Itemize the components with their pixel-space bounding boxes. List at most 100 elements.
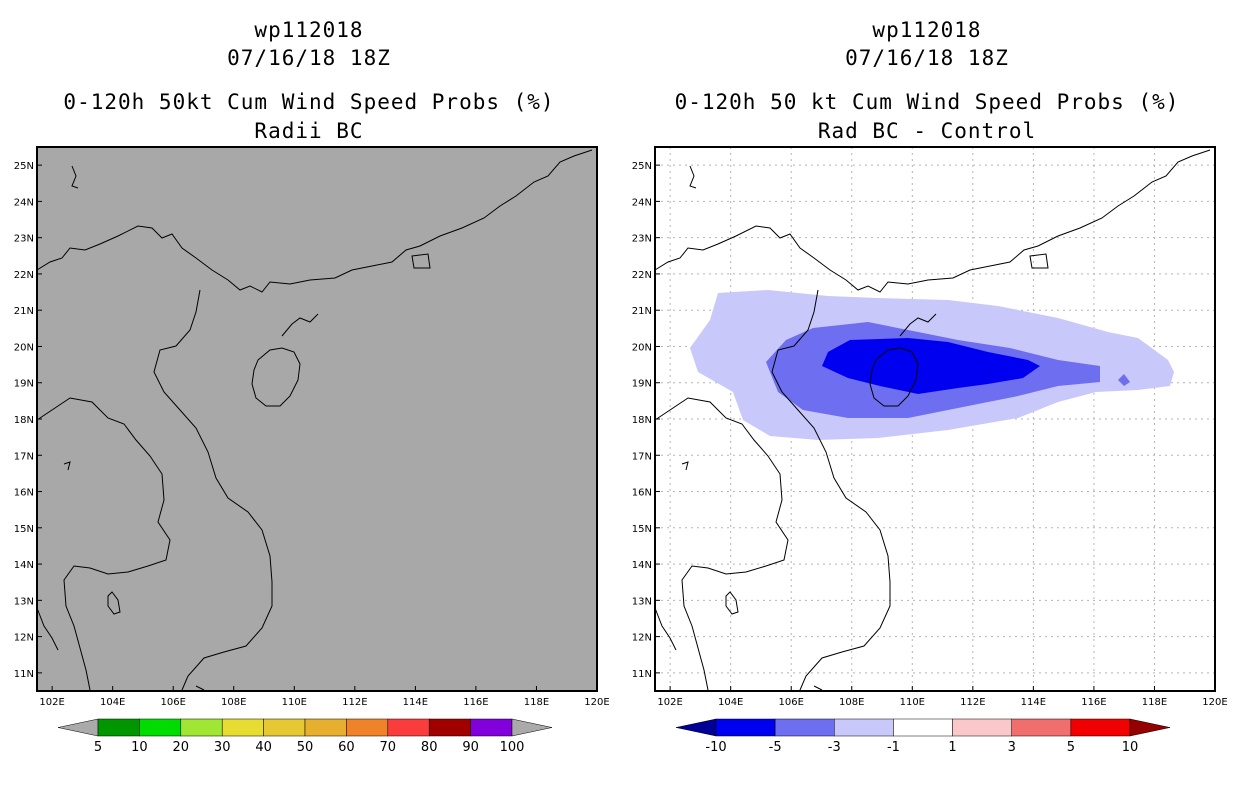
- coastline-segment: [654, 397, 789, 691]
- colorbar-end-left: [675, 718, 717, 737]
- x-tick-label: 106E: [779, 697, 804, 708]
- x-tick-label: 116E: [1081, 697, 1106, 708]
- colorbar-swatch: [1070, 718, 1131, 737]
- colorbar-label: 3: [1008, 740, 1016, 755]
- coastline-segment: [71, 165, 79, 189]
- x-tick-label: 110E: [900, 697, 925, 708]
- coastline-segment: [725, 591, 739, 615]
- coastline-segment: [899, 313, 937, 337]
- colorbar-swatch: [952, 718, 1012, 737]
- coastline-segment: [195, 685, 205, 691]
- y-tick-label: 22N: [632, 270, 652, 281]
- colorbar-label: 90: [462, 740, 479, 755]
- x-tick-label: 112E: [960, 697, 985, 708]
- colorbar-label: 60: [338, 740, 355, 755]
- colorbar-label: -3: [828, 740, 841, 755]
- coastline-segment: [251, 347, 301, 407]
- y-tick-label: 21N: [632, 306, 652, 317]
- y-tick-label: 24N: [632, 197, 652, 208]
- left-colorbar: 5 10 20 30 40 50 60 70 80 90 100: [57, 718, 553, 755]
- colorbar-label: 10: [131, 740, 148, 755]
- y-tick-label: 14N: [14, 560, 34, 571]
- colorbar-swatch: [715, 718, 776, 737]
- coastline-segment: [153, 289, 273, 691]
- y-tick-label: 17N: [14, 451, 34, 462]
- y-tick-label: 12N: [632, 633, 652, 644]
- y-tick-label: 19N: [14, 379, 34, 390]
- x-tick-label: 106E: [161, 697, 186, 708]
- right-colorbar: -10 -5 -3 -1 1 3 5 10: [675, 718, 1171, 755]
- x-tick-label: 114E: [403, 697, 428, 708]
- colorbar-label: 100: [500, 740, 525, 755]
- colorbar-label: -1: [887, 740, 900, 755]
- coastline-segment: [36, 607, 59, 651]
- y-tick-label: 25N: [14, 161, 34, 172]
- x-tick-label: 114E: [1021, 697, 1046, 708]
- left-title-product: 0-120h 50kt Cum Wind Speed Probs (%): [63, 90, 555, 114]
- colorbar-label: 80: [421, 740, 438, 755]
- y-tick-label: 15N: [632, 524, 652, 535]
- left-panel: wp112018 07/16/18 18Z 0-120h 50kt Cum Wi…: [14, 18, 610, 755]
- coastline-segment: [36, 397, 171, 691]
- x-tick-label: 118E: [1142, 697, 1167, 708]
- colorbar-swatch: [346, 718, 389, 737]
- colorbar-label: 40: [255, 740, 272, 755]
- x-tick-label: 108E: [839, 697, 864, 708]
- colorbar-label: -5: [769, 740, 782, 755]
- y-tick-label: 13N: [14, 596, 34, 607]
- contour-minus5-fill: [822, 338, 1040, 394]
- right-title-datetime: 07/16/18 18Z: [845, 46, 1009, 70]
- left-axis-ticks: 102E 104E 106E 108E 110E 112E 114E 116E 118E 120E…: [14, 161, 610, 708]
- coastline-segment: [654, 149, 1211, 293]
- coastline-segment: [281, 313, 319, 337]
- y-tick-label: 23N: [632, 234, 652, 245]
- colorbar-swatch: [774, 718, 835, 737]
- colorbar-swatch: [428, 718, 471, 737]
- colorbar-swatch: [834, 718, 894, 737]
- colorbar-swatch: [139, 718, 182, 737]
- x-tick-label: 120E: [1202, 697, 1227, 708]
- y-tick-label: 12N: [14, 633, 34, 644]
- y-tick-label: 18N: [14, 415, 34, 426]
- x-tick-label: 120E: [584, 697, 609, 708]
- x-tick-label: 104E: [100, 697, 125, 708]
- colorbar-label: 1: [948, 740, 956, 755]
- colorbar-swatch: [97, 718, 140, 737]
- colorbar-swatch: [263, 718, 306, 737]
- y-tick-label: 20N: [14, 342, 34, 353]
- colorbar-label: 50: [297, 740, 314, 755]
- coastline-segment: [771, 289, 891, 691]
- y-tick-label: 19N: [632, 379, 652, 390]
- colorbar-swatch: [304, 718, 347, 737]
- y-tick-label: 14N: [632, 560, 652, 571]
- coastline-segment: [689, 165, 697, 189]
- colorbar-label: 70: [380, 740, 397, 755]
- colorbar-swatch: [387, 718, 430, 737]
- left-map-frame: [36, 146, 598, 692]
- y-tick-label: 15N: [14, 524, 34, 535]
- y-tick-label: 17N: [632, 451, 652, 462]
- right-map-svg: 102E 104E 106E 108E 110E 112E 114E 116E 118E 120E…: [632, 146, 1228, 755]
- colorbar-swatch: [893, 718, 953, 737]
- coastline-segment: [107, 591, 121, 615]
- y-tick-label: 13N: [632, 596, 652, 607]
- colorbar-end-left: [57, 718, 99, 737]
- coastline-segment: [36, 149, 593, 293]
- y-tick-label: 18N: [632, 415, 652, 426]
- x-tick-label: 104E: [718, 697, 743, 708]
- x-tick-label: 102E: [657, 697, 682, 708]
- difference-contours: [690, 290, 1174, 440]
- y-tick-label: 23N: [14, 234, 34, 245]
- colorbar-swatch: [180, 718, 223, 737]
- coastline-segment: [681, 461, 689, 471]
- coastline-segment: [813, 685, 823, 691]
- right-panel: wp112018 07/16/18 18Z 0-120h 50 kt Cum W…: [618, 0, 1236, 800]
- colorbar-end-right: [1129, 718, 1171, 737]
- x-tick-label: 116E: [463, 697, 488, 708]
- left-title-datetime: 07/16/18 18Z: [227, 46, 391, 70]
- colorbar-label: -10: [705, 740, 726, 755]
- y-tick-label: 11N: [14, 669, 34, 680]
- colorbar-end-right: [511, 718, 553, 737]
- y-tick-label: 24N: [14, 197, 34, 208]
- colorbar-swatch: [221, 718, 264, 737]
